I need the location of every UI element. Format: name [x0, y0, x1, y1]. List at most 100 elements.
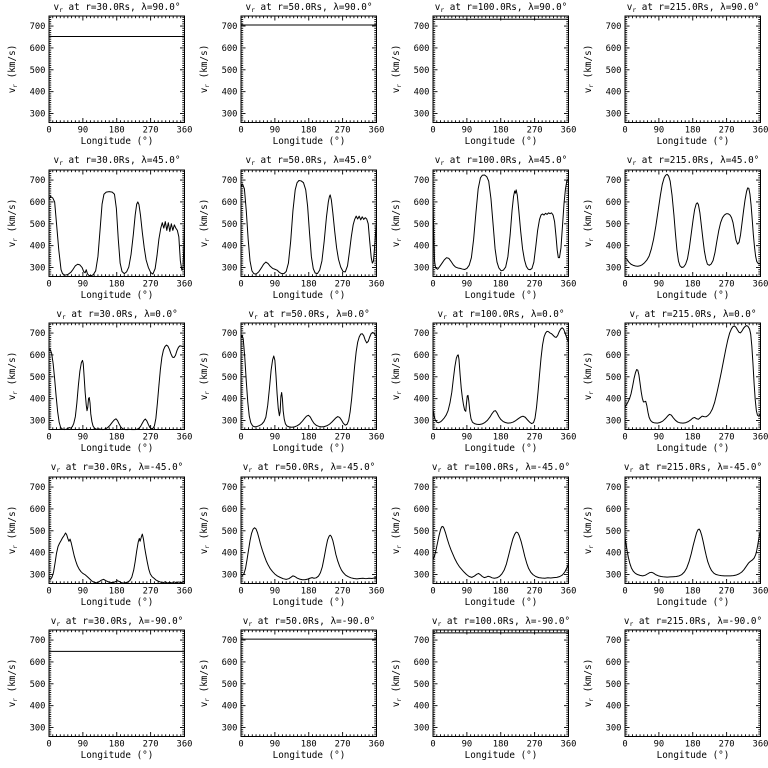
x-tick-label: 90: [462, 433, 473, 443]
x-tick-label: 360: [753, 433, 768, 443]
subplot: vr at r=50.0Rs, λ=-45.0° vr (km/s) 0 90 18…: [192, 461, 384, 615]
y-tick-label: 600: [414, 44, 430, 54]
x-tick-label: 360: [561, 125, 576, 135]
x-tick-label: 0: [238, 125, 243, 135]
x-axis-label: Longitude (°): [656, 289, 730, 301]
y-tick-label: 700: [30, 176, 46, 186]
x-tick-label: 90: [462, 125, 473, 135]
plot-title: vr at r=30.0Rs, λ=45.0°: [53, 155, 181, 167]
subplot: vr at r=50.0Rs, λ=0.0° vr (km/s) 0 90 180 2…: [192, 307, 384, 461]
x-tick-label: 90: [654, 125, 665, 135]
x-tick-label: 360: [369, 279, 384, 289]
y-tick-label: 400: [30, 88, 46, 98]
y-tick-label: 600: [30, 198, 46, 208]
y-tick-label: 300: [222, 263, 238, 273]
y-tick-label: 700: [222, 483, 238, 493]
x-tick-label: 0: [238, 433, 243, 443]
plot-frame: [240, 629, 377, 738]
y-tick-label: 500: [222, 219, 238, 229]
y-tick-label: 600: [606, 505, 622, 515]
x-tick-label: 90: [462, 740, 473, 750]
x-tick-label: 270: [335, 125, 351, 135]
x-axis-label: Longitude (°): [80, 289, 154, 301]
y-tick-label: 400: [414, 88, 430, 98]
y-tick-label: 400: [606, 548, 622, 558]
x-tick-label: 90: [78, 279, 89, 289]
x-tick-label: 0: [430, 740, 435, 750]
x-tick-label: 270: [143, 279, 159, 289]
plot-canvas: 0 90 180 270 360 300 400 500 600 700: [222, 629, 384, 750]
plot-frame: [624, 322, 761, 431]
x-axis-label: Longitude (°): [656, 443, 730, 455]
subplot: vr at r=50.0Rs, λ=90.0° vr (km/s) 0 90 180…: [192, 0, 384, 154]
plot-canvas: 0 90 180 270 360 300 400 500 600 700: [414, 322, 576, 443]
plot-title: vr at r=100.0Rs, λ=45.0°: [434, 155, 568, 167]
y-tick-label: 300: [30, 110, 46, 120]
y-tick-label: 300: [414, 724, 430, 734]
x-tick-label: 270: [527, 279, 543, 289]
x-tick-label: 0: [238, 279, 243, 289]
y-tick-label: 700: [414, 176, 430, 186]
x-tick-label: 90: [78, 433, 89, 443]
x-tick-label: 90: [270, 433, 281, 443]
x-tick-label: 180: [493, 586, 509, 596]
plot-canvas: 0 90 180 270 360 300 400 500 600 700: [606, 629, 768, 750]
plot-frame: [624, 15, 761, 123]
data-curve: [432, 327, 569, 426]
y-tick-label: 700: [30, 483, 46, 493]
x-tick-label: 360: [177, 279, 192, 289]
y-tick-label: 600: [606, 198, 622, 208]
plot-frame: [240, 322, 377, 431]
plot-title: vr at r=100.0Rs, λ=-90.0°: [431, 615, 571, 628]
plot-frame: [432, 15, 569, 123]
y-tick-label: 300: [414, 417, 430, 427]
plot-title: vr at r=50.0Rs, λ=-90.0°: [242, 615, 376, 628]
subplot: vr at r=215.0Rs, λ=0.0° vr (km/s) 0 90 180…: [576, 307, 768, 461]
x-axis-label: Longitude (°): [80, 443, 154, 455]
x-tick-label: 90: [654, 586, 665, 596]
y-tick-label: 400: [30, 395, 46, 405]
x-tick-label: 360: [369, 586, 384, 596]
subplot: vr at r=100.0Rs, λ=90.0° vr (km/s) 0 90 18…: [384, 0, 576, 154]
y-tick-label: 500: [30, 527, 46, 537]
plot-canvas: 0 90 180 270 360 300 400 500 600 700: [606, 322, 768, 443]
x-tick-label: 0: [430, 586, 435, 596]
x-axis-label: Longitude (°): [272, 136, 346, 147]
y-tick-label: 600: [222, 658, 238, 668]
x-tick-label: 180: [109, 586, 125, 596]
subplot: vr at r=30.0Rs, λ=-45.0° vr (km/s) 0 90 18…: [0, 461, 192, 615]
x-tick-label: 0: [46, 125, 51, 135]
plot-canvas: 0 90 180 270 360 300 400 500 600 700: [222, 169, 384, 289]
plot-title: vr at r=50.0Rs, λ=45.0°: [245, 155, 373, 167]
y-tick-label: 300: [30, 570, 46, 580]
plot-frame: [240, 15, 377, 123]
x-tick-label: 180: [685, 279, 701, 289]
plot-title: vr at r=215.0Rs, λ=-45.0°: [623, 462, 763, 475]
subplot: vr at r=100.0Rs, λ=-90.0° vr (km/s) 0 90 1…: [384, 614, 576, 768]
x-tick-label: 180: [685, 433, 701, 443]
x-tick-label: 270: [719, 740, 735, 750]
data-curve: [240, 179, 377, 275]
y-tick-label: 500: [222, 373, 238, 383]
x-tick-label: 90: [654, 433, 665, 443]
x-tick-label: 270: [527, 433, 543, 443]
y-tick-label: 400: [606, 88, 622, 98]
subplot: vr at r=100.0Rs, λ=0.0° vr (km/s) 0 90 180…: [384, 307, 576, 461]
x-axis-label: Longitude (°): [656, 750, 730, 762]
y-tick-label: 500: [414, 527, 430, 537]
x-tick-label: 180: [685, 740, 701, 750]
plot-title: vr at r=215.0Rs, λ=45.0°: [626, 155, 760, 167]
x-tick-label: 0: [622, 740, 627, 750]
x-axis-label: Longitude (°): [272, 289, 346, 301]
plot-title: vr at r=100.0Rs, λ=90.0°: [434, 1, 568, 14]
plot-title: vr at r=30.0Rs, λ=-90.0°: [50, 615, 184, 628]
x-tick-label: 180: [493, 740, 509, 750]
plot-title: vr at r=215.0Rs, λ=0.0°: [629, 308, 757, 321]
plot-canvas: 0 90 180 270 360 300 400 500 600 700: [414, 629, 576, 750]
y-tick-label: 700: [222, 329, 238, 339]
plot-title: vr at r=215.0Rs, λ=-90.0°: [623, 615, 763, 628]
y-tick-label: 400: [222, 88, 238, 98]
plot-canvas: 0 90 180 270 360 300 400 500 600 700: [414, 169, 576, 289]
y-tick-label: 400: [222, 548, 238, 558]
